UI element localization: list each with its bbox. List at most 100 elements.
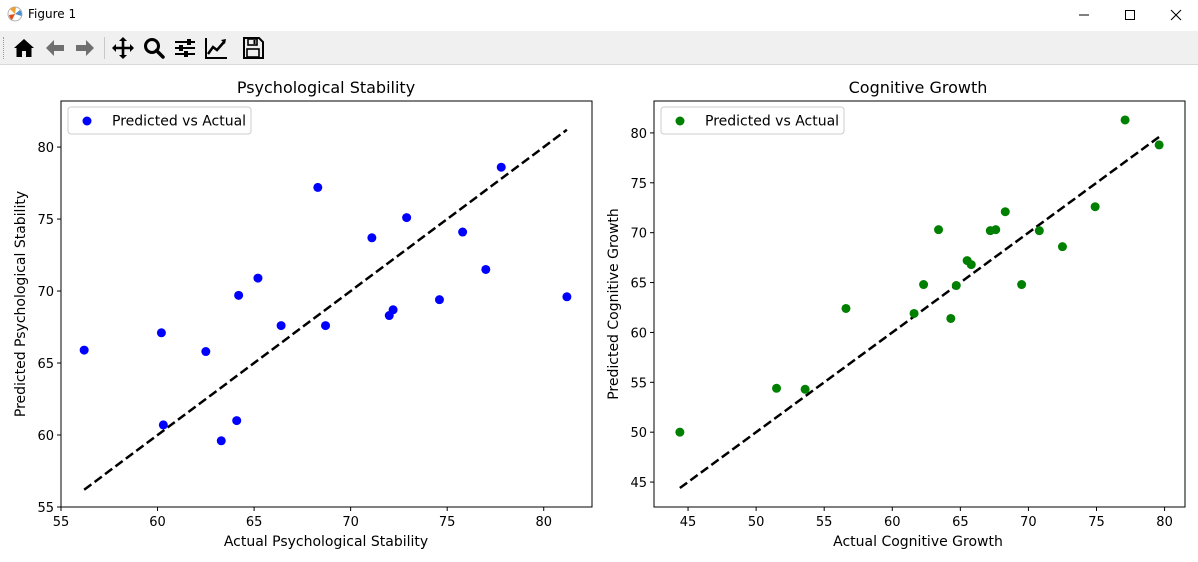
save-icon (243, 37, 264, 59)
forward-button[interactable] (72, 35, 98, 61)
scatter-points (79, 162, 572, 446)
forward-icon (76, 40, 94, 56)
y-tick-label: 55 (630, 376, 647, 391)
pan-icon (112, 37, 134, 59)
scatter-point (458, 227, 468, 237)
axes-frame (60, 100, 593, 508)
home-button[interactable] (11, 35, 37, 61)
back-button[interactable] (42, 35, 68, 61)
x-tick-label: 80 (535, 515, 552, 530)
legend-box (660, 106, 845, 135)
minimize-button[interactable] (1061, 0, 1107, 30)
scatter-point (313, 182, 323, 192)
scatter-point (800, 384, 810, 394)
x-axis: 45 50 55 60 65 70 75 80 (680, 507, 1173, 530)
x-tick-label: 80 (1156, 515, 1173, 530)
toolbar-grip[interactable] (3, 37, 6, 59)
y-tick-label: 70 (630, 227, 647, 242)
subplot-psychological-stability: Psychological Stability 55 60 65 70 75 80 55 6… (13, 78, 593, 550)
scatter-point (934, 225, 944, 235)
x-tick-label: 75 (439, 515, 456, 530)
x-tick-label: 45 (680, 515, 697, 530)
scatter-point (79, 345, 89, 355)
x-tick-label: 60 (149, 515, 166, 530)
scatter-point (232, 416, 242, 426)
x-axis: 55 60 65 70 75 80 (53, 507, 552, 530)
maximize-button[interactable] (1107, 0, 1153, 30)
y-tick-label: 75 (37, 213, 54, 228)
zoom-icon (144, 38, 165, 59)
zoom-button[interactable] (141, 35, 167, 61)
scatter-point (772, 383, 782, 393)
close-icon (1170, 9, 1182, 21)
y-axis: 55 60 65 70 75 80 (37, 141, 61, 516)
scatter-point (201, 347, 211, 357)
legend-label: Predicted vs Actual (112, 114, 246, 130)
x-tick-label: 70 (1020, 515, 1037, 530)
scatter-point (253, 273, 263, 283)
scatter-points (675, 115, 1164, 437)
scatter-point (234, 290, 244, 300)
scatter-point (946, 313, 956, 323)
legend: Predicted vs Actual (67, 106, 252, 135)
legend-box (67, 106, 252, 135)
scatter-point (321, 321, 331, 331)
scatter-point (966, 260, 976, 270)
axes-frame (653, 100, 1186, 508)
scatter-point (1017, 280, 1027, 290)
y-tick-label: 70 (37, 285, 54, 300)
y-tick-label: 60 (630, 326, 647, 341)
scatter-point (562, 292, 572, 302)
scatter-point (158, 420, 168, 430)
y-tick-label: 80 (37, 141, 54, 156)
y-tick-label: 65 (630, 277, 647, 292)
ideal-fit-line (83, 128, 568, 491)
scatter-point (216, 436, 226, 446)
scatter-point (1120, 115, 1130, 125)
scatter-point (1090, 202, 1100, 212)
home-icon (14, 39, 34, 57)
scatter-point (156, 328, 166, 338)
scatter-point (481, 264, 491, 274)
legend-marker (82, 116, 92, 126)
scatter-point (402, 213, 412, 223)
ideal-line (83, 128, 568, 491)
save-button[interactable] (240, 35, 266, 61)
x-tick-label: 65 (246, 515, 263, 530)
chart-title: Psychological Stability (237, 78, 415, 97)
edit-axis-icon (205, 38, 227, 59)
scatter-point (434, 295, 444, 305)
y-axis: 45 50 55 60 65 70 75 80 (630, 127, 654, 491)
legend-marker (675, 116, 685, 126)
maximize-icon (1125, 10, 1135, 20)
y-tick-label: 50 (630, 426, 647, 441)
x-tick-label: 65 (952, 515, 969, 530)
close-button[interactable] (1153, 0, 1198, 30)
y-tick-label: 55 (37, 501, 54, 516)
configure-subplots-icon (175, 39, 195, 57)
x-axis-label: Actual Psychological Stability (224, 534, 428, 550)
x-tick-label: 55 (53, 515, 70, 530)
scatter-point (1034, 226, 1044, 236)
window-title: Figure 1 (28, 7, 77, 21)
scatter-point (951, 281, 961, 291)
scatter-point (1154, 140, 1164, 150)
pan-button[interactable] (110, 35, 136, 61)
subplot-cognitive-growth: Cognitive Growth 45 50 55 60 65 70 75 80 45 50 55… (606, 78, 1186, 550)
y-tick-label: 75 (630, 177, 647, 192)
y-axis-label: Predicted Cognitive Growth (606, 208, 622, 400)
scatter-point (276, 321, 286, 331)
scatter-point (1057, 242, 1067, 252)
legend-label: Predicted vs Actual (705, 114, 839, 130)
scatter-point (909, 308, 919, 318)
configure-subplots-button[interactable] (172, 35, 198, 61)
edit-axis-button[interactable] (203, 35, 229, 61)
figure-canvas[interactable]: Psychological Stability 55 60 65 70 75 80 55 6… (0, 64, 1198, 562)
scatter-point (367, 233, 377, 243)
x-tick-label: 75 (1088, 515, 1105, 530)
window-titlebar: Figure 1 (0, 0, 1198, 30)
scatter-point (675, 427, 685, 437)
y-axis-label: Predicted Psychological Stability (13, 191, 29, 417)
scatter-point (1000, 207, 1010, 217)
x-axis-label: Actual Cognitive Growth (833, 534, 1003, 550)
